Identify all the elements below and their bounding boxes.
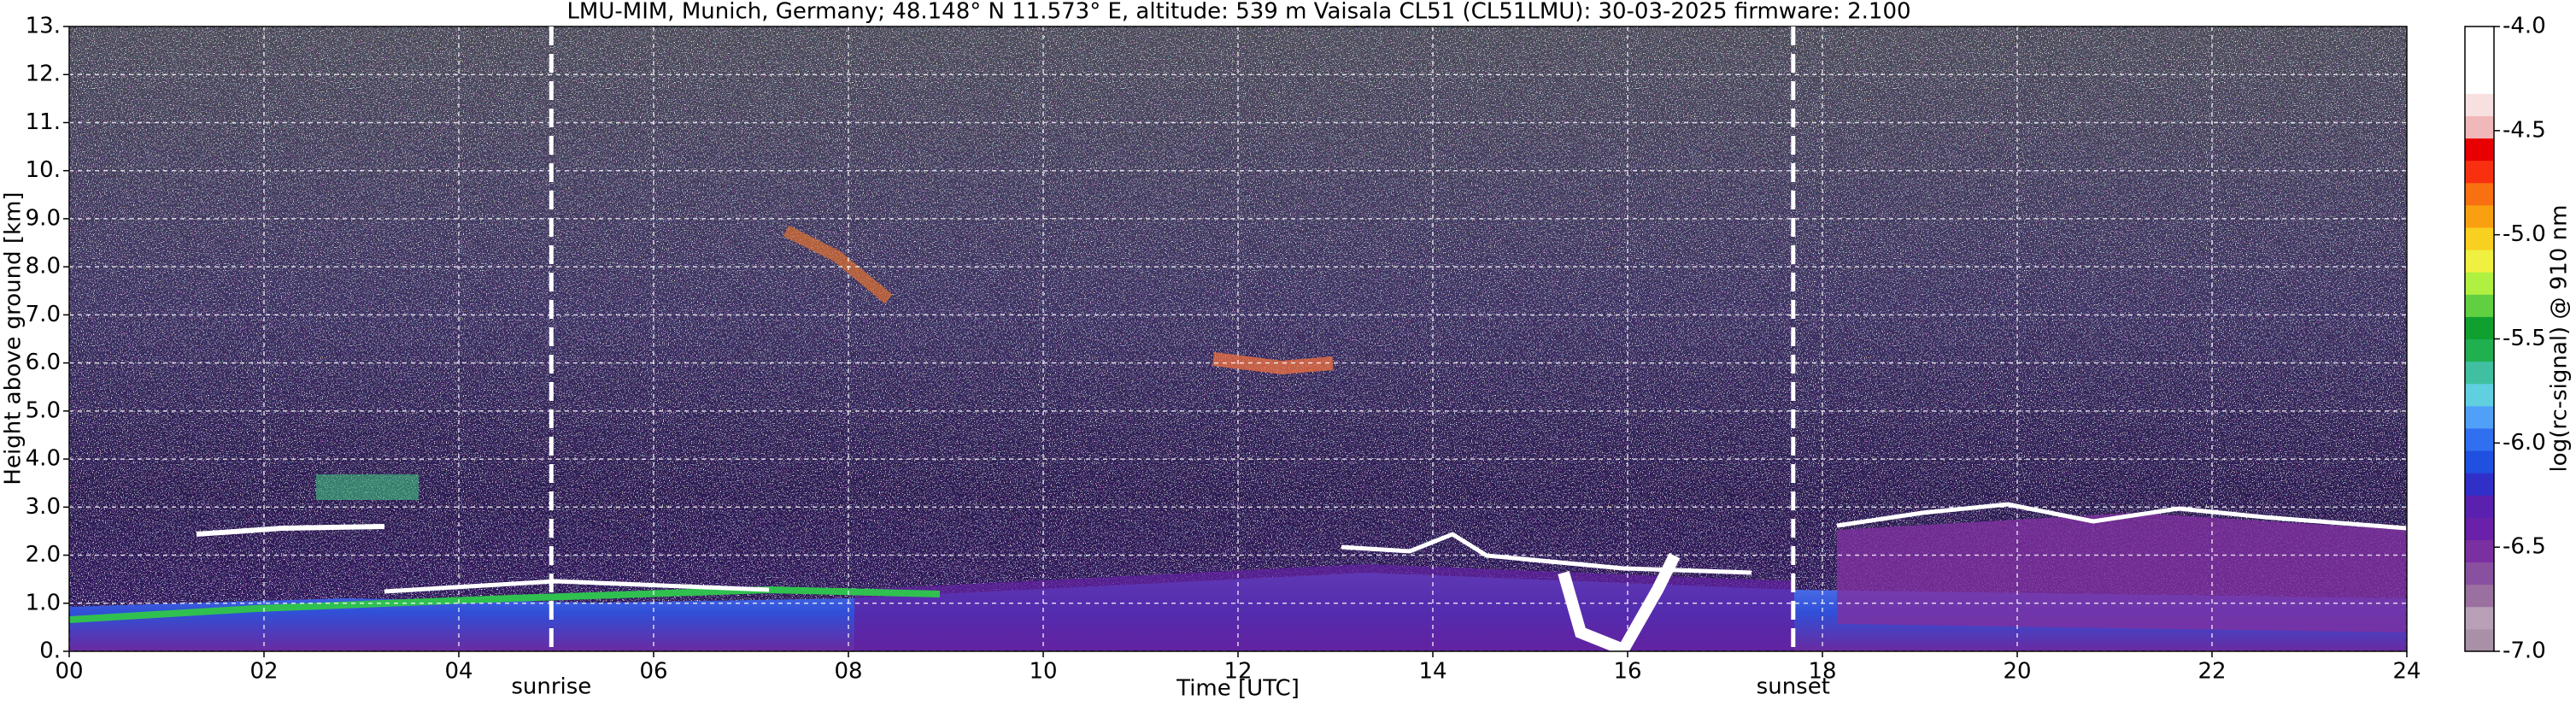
cloud	[1558, 552, 1681, 651]
x-tick-label: 10	[1029, 659, 1057, 685]
y-tick-label: 2.0	[26, 542, 61, 568]
colorbar-tick-label: -5.0	[2503, 221, 2546, 247]
x-tick-label: 20	[2003, 659, 2031, 685]
x-axis-label: Time [UTC]	[1176, 676, 1300, 702]
annotation-label: sunset	[1757, 674, 1830, 700]
y-axis-label: Height above ground [km]	[1, 191, 26, 485]
colorbar-segment	[2465, 606, 2494, 630]
y-tick-label: 1.0	[26, 590, 61, 615]
cirrus	[1212, 352, 1334, 375]
annotation-label: sunrise	[511, 674, 591, 700]
y-tick-label: 10.	[26, 157, 61, 183]
colorbar-segment	[2465, 71, 2494, 94]
x-tick-label: 14	[1418, 659, 1446, 685]
cloud-top	[1836, 502, 2407, 531]
aerosol-layer	[854, 564, 1794, 651]
colorbar-segment	[2465, 495, 2494, 518]
colorbar-label: log(rc-signal) @ 910 nm	[2547, 205, 2573, 473]
cloud-top	[384, 579, 770, 594]
x-tick-label: 00	[55, 659, 83, 685]
colorbar-segment	[2465, 250, 2494, 273]
colorbar-tick-label: -7.0	[2503, 638, 2546, 664]
colorbar-segment	[2465, 383, 2494, 407]
colorbar-segment	[2465, 473, 2494, 496]
y-tick-label: 12.	[26, 62, 61, 87]
colorbar-segment	[2465, 316, 2494, 339]
layer-edge	[69, 585, 941, 623]
y-tick-label: 11.	[26, 109, 61, 135]
colorbar-segment	[2465, 628, 2494, 652]
colorbar-segment	[2465, 338, 2494, 362]
y-tick-label: 8.0	[26, 254, 61, 279]
colorbar-segment	[2465, 26, 2494, 50]
colorbar-segment	[2465, 227, 2494, 250]
colorbar-segment	[2465, 517, 2494, 540]
colorbar-tick-label: -4.5	[2503, 117, 2546, 143]
x-tick-label: 22	[2198, 659, 2226, 685]
x-tick-label: 08	[834, 659, 862, 685]
colorbar-segment	[2465, 182, 2494, 206]
y-tick-label: 5.0	[26, 397, 61, 423]
colorbar-segment	[2465, 204, 2494, 228]
cloud-top	[1341, 532, 1752, 575]
colorbar-segment	[2465, 160, 2494, 184]
y-tick-label: 3.0	[26, 494, 61, 520]
x-tick-label: 06	[639, 659, 667, 685]
colorbar-tick-label: -5.5	[2503, 326, 2546, 351]
colorbar-tick-label: -4.0	[2503, 14, 2546, 39]
y-tick-label: 7.0	[26, 302, 61, 327]
x-tick-label: 12	[1223, 659, 1252, 685]
cloud-top	[196, 524, 385, 537]
colorbar-segment	[2465, 115, 2494, 139]
cirrus	[783, 225, 893, 304]
cloud-patch	[316, 474, 419, 500]
colorbar-segment	[2465, 138, 2494, 162]
y-tick-label: 4.0	[26, 446, 61, 472]
colorbar-tick-label: -6.0	[2503, 430, 2546, 456]
y-tick-label: 9.0	[26, 205, 61, 231]
chart-title: LMU-MIM, Munich, Germany; 48.148° N 11.5…	[566, 0, 1910, 25]
colorbar-segment	[2465, 272, 2494, 295]
x-tick-label: 24	[2392, 659, 2421, 685]
x-tick-label: 18	[1808, 659, 1836, 685]
colorbar-segment	[2465, 539, 2494, 563]
colorbar-segment	[2465, 405, 2494, 429]
colorbar-segment	[2465, 584, 2494, 608]
colorbar-segment	[2465, 93, 2494, 116]
x-tick-label: 04	[444, 659, 472, 685]
colorbar-segment	[2465, 450, 2494, 474]
colorbar-segment	[2465, 361, 2494, 385]
x-tick-label: 02	[249, 659, 278, 685]
colorbar-segment	[2465, 294, 2494, 317]
colorbar-segment	[2465, 562, 2494, 585]
colorbar-segment	[2465, 427, 2494, 451]
mixing-layer	[1837, 513, 2407, 632]
y-tick-label: 0.	[39, 638, 61, 664]
colorbar-tick-label: -6.5	[2503, 534, 2546, 560]
x-tick-label: 16	[1613, 659, 1641, 685]
colorbar-segment	[2465, 49, 2494, 72]
y-tick-label: 13.	[26, 14, 61, 39]
y-tick-label: 6.0	[26, 350, 61, 375]
